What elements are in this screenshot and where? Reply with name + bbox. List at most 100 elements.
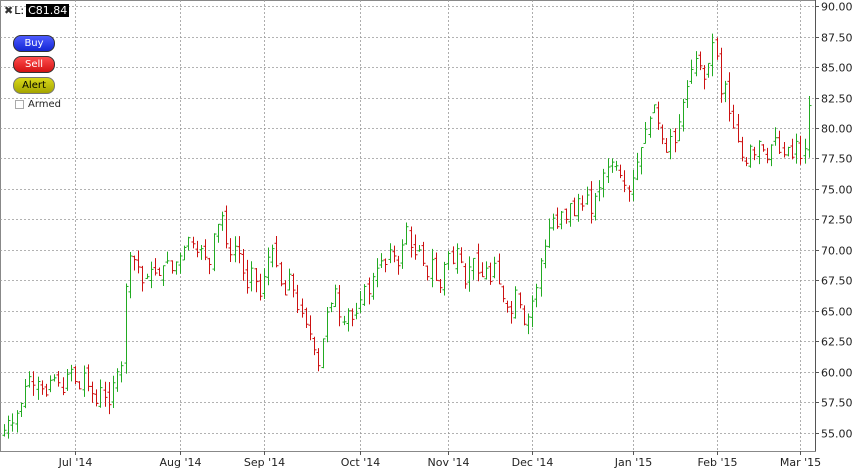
ohlc-bar [648, 116, 653, 138]
ohlc-bar [77, 381, 82, 390]
ohlc-bar [455, 243, 460, 274]
x-tick-label: Mar '15 [780, 456, 821, 469]
ohlc-bar [744, 157, 749, 167]
ohlc-bar [689, 59, 694, 84]
x-tick-label: Nov '14 [428, 456, 470, 469]
ohlc-bar [145, 273, 150, 279]
ohlc-bar [262, 268, 267, 299]
ohlc-bar [782, 142, 787, 158]
ohlc-bar [161, 265, 166, 286]
ohlc-bar [610, 158, 615, 173]
ohlc-bar [757, 140, 762, 165]
ohlc-bar [702, 65, 707, 90]
ohlc-bar [119, 361, 124, 383]
ohlc-bar [220, 211, 225, 231]
ohlc-bar [61, 377, 66, 396]
ohlc-bar [421, 241, 426, 267]
y-tick-label: 57.50 [821, 397, 853, 410]
ohlc-bar [807, 95, 812, 158]
ohlc-bar [65, 369, 70, 391]
ohlc-bar [614, 160, 619, 171]
ohlc-bar [715, 37, 720, 60]
armed-checkbox[interactable] [15, 100, 24, 109]
ohlc-bar [241, 249, 246, 281]
ohlc-bar [727, 72, 732, 122]
ohlc-bar [170, 260, 175, 274]
ohlc-bar [652, 104, 657, 114]
ohlc-bar [463, 263, 468, 289]
ohlc-bar [111, 375, 116, 409]
ohlc-bar [249, 261, 254, 292]
y-tick-label: 85.00 [821, 62, 853, 75]
buy-button[interactable]: Buy [13, 35, 55, 52]
ohlc-bar [383, 258, 388, 273]
ohlc-bar [308, 315, 313, 341]
ohlc-bar [673, 128, 678, 153]
sell-button[interactable]: Sell [13, 56, 55, 73]
ohlc-bar [86, 364, 91, 392]
x-tick-label: Jul '14 [58, 456, 93, 469]
ohlc-bar [656, 101, 661, 130]
ohlc-bar [710, 33, 715, 77]
y-tick-label: 80.00 [821, 123, 853, 136]
ohlc-bar [350, 308, 355, 327]
ohlc-bar [618, 164, 623, 179]
y-tick-label: 87.50 [821, 32, 853, 45]
ohlc-bar [362, 284, 367, 306]
ohlc-bar [182, 245, 187, 261]
ohlc-bar [233, 236, 238, 263]
ohlc-bar [513, 286, 518, 319]
ohlc-bar [534, 283, 539, 308]
x-tick-label: Feb '15 [698, 456, 738, 469]
ohlc-bar [140, 265, 145, 292]
ohlc-bar [589, 181, 594, 224]
ohlc-bar [476, 243, 481, 282]
armed-toggle[interactable]: Armed [15, 99, 61, 110]
last-price-row: ✖ L: C81.84 [4, 3, 70, 17]
ohlc-bar [522, 305, 527, 326]
last-label: L: [14, 3, 25, 17]
ohlc-bar [539, 258, 544, 297]
ohlc-bar [212, 233, 217, 272]
ohlc-bar [283, 280, 288, 296]
ohlc-bar [90, 381, 95, 403]
ohlc-bar [438, 279, 443, 293]
ohlc-bar [375, 258, 380, 288]
ohlc-bar [371, 272, 376, 300]
ohlc-bar [794, 133, 799, 164]
ohlc-bar [15, 410, 20, 433]
x-tick-label: Oct '14 [341, 456, 381, 469]
ohlc-bar [723, 80, 728, 103]
ohlc-bar [392, 245, 397, 263]
x-axis: Jul '14 Aug '14 Sep '14 Oct '14 Nov '14 Dec '… [58, 451, 821, 469]
ohlc-bar [668, 128, 673, 160]
ohlc-bar [337, 284, 342, 327]
ohlc-bar [434, 252, 439, 281]
ohlc-bar [576, 193, 581, 222]
ohlc-bar [643, 122, 648, 144]
ohlc-bar [622, 170, 627, 193]
ohlc-bar [635, 152, 640, 181]
ohlc-bar [388, 243, 393, 264]
ohlc-bar [543, 239, 548, 269]
ohlc-bar [530, 295, 535, 328]
ohlc-bar [136, 250, 141, 274]
ohlc-bar [2, 424, 7, 437]
ohlc-bar [153, 258, 158, 276]
ohlc-bar [765, 147, 770, 164]
ohlc-bar [346, 308, 351, 332]
ohlc-bar [773, 127, 778, 146]
ohlc-bar [803, 138, 808, 164]
ohlc-bar [342, 315, 347, 326]
ohlc-bar [300, 298, 305, 318]
ohlc-bar [480, 262, 485, 278]
ohlc-bar [10, 413, 15, 432]
ohlc-bar [740, 136, 745, 162]
ohlc-bar [44, 383, 49, 397]
ohlc-bar [505, 300, 510, 313]
y-tick-label: 67.50 [821, 275, 853, 288]
close-icon[interactable]: ✖ [4, 3, 14, 17]
alert-button[interactable]: Alert [13, 77, 55, 94]
ohlc-bar [631, 170, 636, 202]
